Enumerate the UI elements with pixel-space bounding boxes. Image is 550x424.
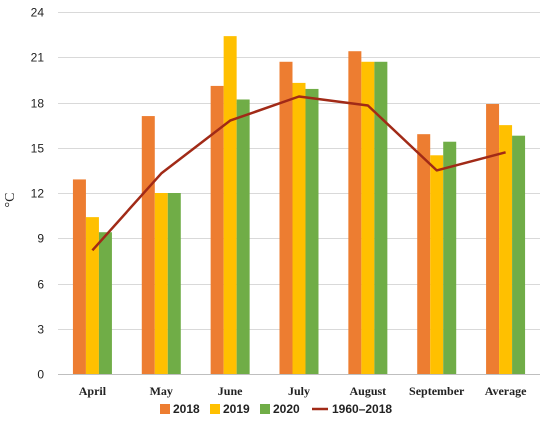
bar-2018-june	[210, 85, 224, 375]
x-category-label: June	[218, 384, 243, 398]
y-tick-label: 24	[31, 6, 45, 20]
bar-2018-april	[72, 179, 86, 374]
y-tick-label: 21	[31, 51, 45, 65]
bar-2018-august	[348, 51, 362, 374]
x-category-label: Average	[485, 384, 527, 398]
bar-2020-may	[167, 193, 181, 374]
bar-2018-september	[417, 134, 431, 374]
x-category-label: August	[350, 384, 387, 398]
bar-2019-september	[430, 155, 444, 374]
bar-2019-may	[154, 193, 168, 374]
bar-2019-august	[361, 61, 375, 375]
bar-2019-april	[85, 217, 99, 374]
x-category-label: April	[79, 384, 107, 398]
bar-2018-july	[279, 61, 293, 375]
bar-2020-april	[98, 232, 112, 374]
bar-2018-average	[486, 104, 500, 374]
y-tick-label: 6	[37, 278, 44, 292]
y-tick-label: 9	[37, 232, 44, 246]
y-tick-label: 12	[31, 187, 45, 201]
legend-swatch	[160, 404, 170, 414]
legend: 2018 2019 2020 1960–2018	[160, 402, 392, 416]
legend-label: 2018	[173, 402, 200, 416]
legend-label: 2020	[273, 402, 300, 416]
x-axis-categories: April May June July August September Average	[79, 384, 527, 398]
y-tick-label: 18	[31, 97, 45, 111]
bar-2019-june	[223, 36, 237, 375]
legend-label: 2019	[223, 402, 250, 416]
bar-2020-july	[305, 88, 319, 375]
y-tick-label: 3	[37, 323, 44, 337]
bar-2020-june	[236, 99, 250, 374]
bar-2019-july	[292, 82, 306, 375]
bar-2018-may	[141, 116, 155, 374]
y-tick-label: 15	[31, 142, 45, 156]
bar-2020-september	[443, 141, 457, 374]
legend-label: 1960–2018	[332, 402, 392, 416]
bar-2020-average	[512, 135, 526, 374]
y-tick-label: 0	[37, 368, 44, 382]
line-series-1960-2018	[91, 95, 506, 252]
x-category-label: September	[409, 384, 465, 398]
y-axis-ticks: 0 3 6 9 12 15 18 21 24	[31, 6, 45, 382]
legend-swatch	[260, 404, 270, 414]
y-axis-label: °C	[3, 193, 18, 208]
bars	[72, 36, 526, 375]
x-category-label: July	[288, 384, 310, 398]
bar-2020-august	[374, 61, 388, 375]
legend-swatch	[210, 404, 220, 414]
x-category-label: May	[150, 384, 173, 398]
bar-2019-average	[499, 125, 513, 374]
average-line	[91, 95, 506, 252]
